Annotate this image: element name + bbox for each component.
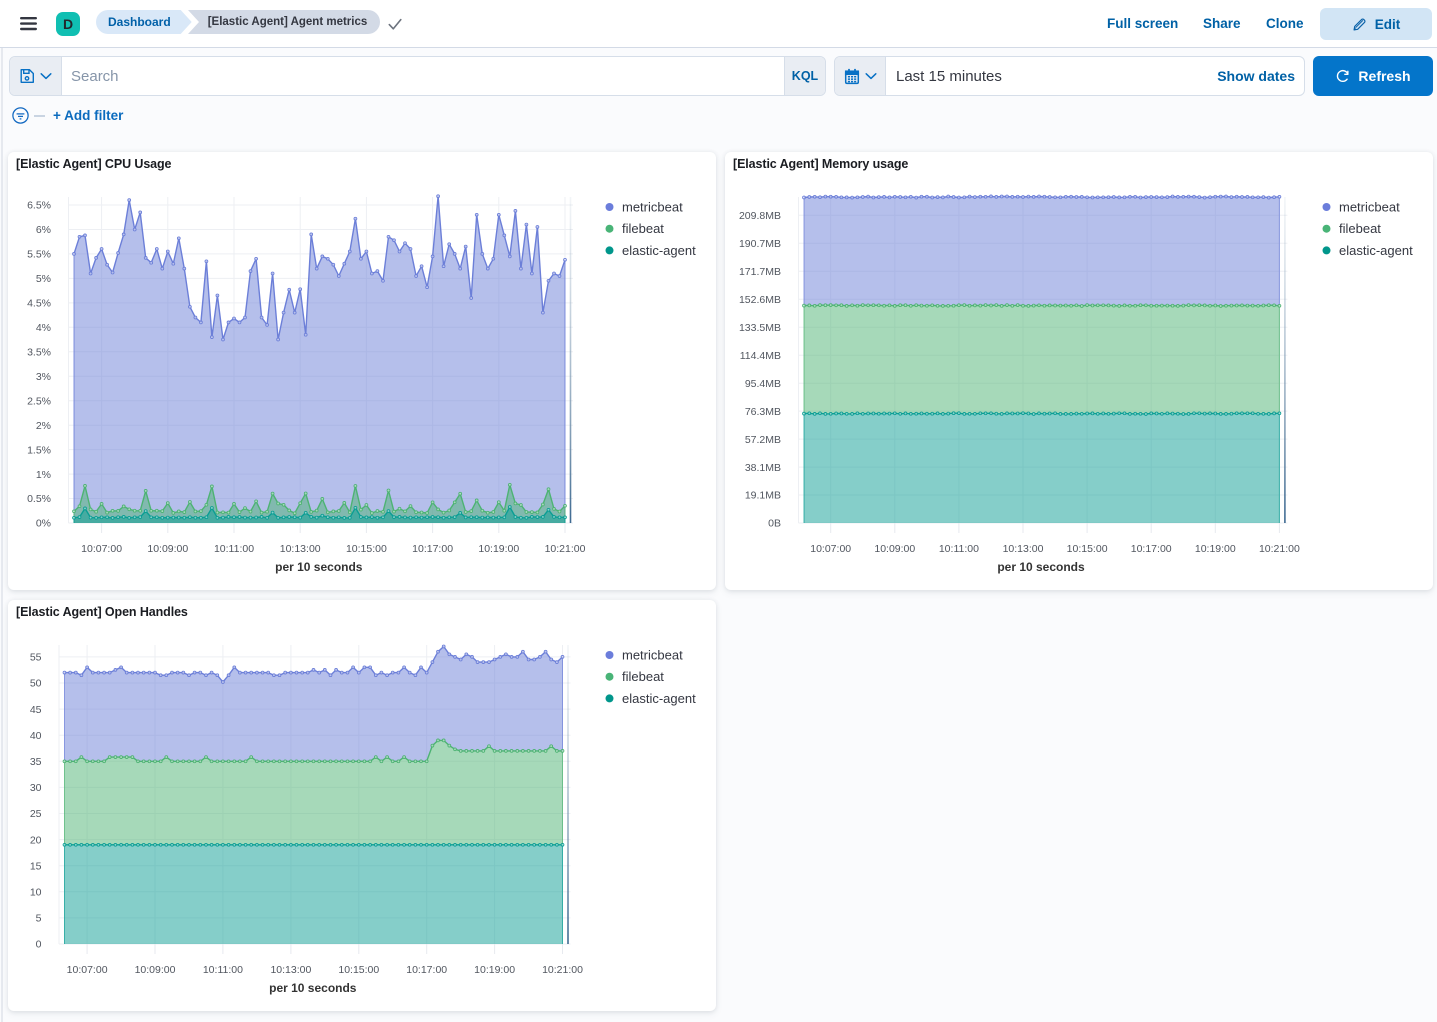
svg-text:10:13:00: 10:13:00 (270, 964, 311, 976)
svg-text:metricbeat: metricbeat (622, 200, 683, 215)
svg-text:10:07:00: 10:07:00 (810, 543, 851, 555)
svg-text:25: 25 (30, 808, 42, 820)
svg-text:10:11:00: 10:11:00 (203, 964, 243, 976)
svg-text:10:13:00: 10:13:00 (280, 543, 321, 555)
svg-text:10:17:00: 10:17:00 (412, 543, 453, 555)
svg-text:35: 35 (30, 756, 42, 768)
svg-text:10:15:00: 10:15:00 (1067, 543, 1108, 555)
svg-text:0: 0 (36, 939, 42, 951)
svg-text:4.5%: 4.5% (27, 298, 51, 310)
svg-text:10:19:00: 10:19:00 (474, 964, 515, 976)
svg-text:10:09:00: 10:09:00 (135, 964, 176, 976)
svg-text:per 10 seconds: per 10 seconds (997, 560, 1085, 574)
svg-text:55: 55 (30, 652, 42, 664)
svg-text:50: 50 (30, 678, 42, 690)
svg-text:10:19:00: 10:19:00 (1195, 543, 1236, 555)
svg-text:10:21:00: 10:21:00 (542, 964, 583, 976)
svg-text:10:13:00: 10:13:00 (1003, 543, 1044, 555)
svg-text:19.1MB: 19.1MB (745, 490, 781, 502)
svg-text:6%: 6% (36, 224, 51, 236)
svg-text:elastic-agent: elastic-agent (622, 243, 696, 258)
svg-text:133.5MB: 133.5MB (739, 322, 781, 334)
svg-text:filebeat: filebeat (1339, 221, 1381, 236)
svg-text:5.5%: 5.5% (27, 249, 51, 261)
svg-text:114.4MB: 114.4MB (740, 350, 781, 362)
svg-text:76.3MB: 76.3MB (745, 406, 781, 418)
svg-text:10:09:00: 10:09:00 (874, 543, 915, 555)
svg-text:3%: 3% (36, 371, 51, 383)
svg-text:5: 5 (36, 913, 42, 925)
svg-text:metricbeat: metricbeat (622, 648, 683, 663)
svg-text:10:09:00: 10:09:00 (147, 543, 188, 555)
svg-text:209.8MB: 209.8MB (739, 210, 781, 222)
svg-text:2%: 2% (36, 420, 51, 432)
svg-text:filebeat: filebeat (622, 669, 664, 684)
svg-text:95.4MB: 95.4MB (745, 378, 781, 390)
svg-text:10:17:00: 10:17:00 (406, 964, 447, 976)
svg-text:1.5%: 1.5% (27, 444, 51, 456)
svg-text:190.7MB: 190.7MB (739, 238, 781, 250)
svg-text:5%: 5% (36, 273, 51, 285)
svg-text:10:11:00: 10:11:00 (214, 543, 254, 555)
svg-text:elastic-agent: elastic-agent (1339, 243, 1413, 258)
svg-text:10:19:00: 10:19:00 (478, 543, 519, 555)
svg-text:elastic-agent: elastic-agent (622, 691, 696, 706)
svg-text:6.5%: 6.5% (27, 200, 51, 212)
svg-text:152.6MB: 152.6MB (739, 294, 781, 306)
svg-text:0B: 0B (768, 518, 781, 530)
svg-text:171.7MB: 171.7MB (739, 266, 781, 278)
svg-text:metricbeat: metricbeat (1339, 200, 1400, 215)
svg-text:per 10 seconds: per 10 seconds (269, 981, 357, 995)
svg-text:10:17:00: 10:17:00 (1131, 543, 1172, 555)
svg-text:57.2MB: 57.2MB (745, 434, 781, 446)
svg-text:10:07:00: 10:07:00 (81, 543, 122, 555)
svg-text:per 10 seconds: per 10 seconds (275, 560, 363, 574)
svg-text:10:21:00: 10:21:00 (545, 543, 586, 555)
svg-text:10:15:00: 10:15:00 (338, 964, 379, 976)
svg-text:30: 30 (30, 782, 42, 794)
svg-text:2.5%: 2.5% (27, 395, 51, 407)
svg-text:3.5%: 3.5% (27, 347, 51, 359)
svg-text:0.5%: 0.5% (27, 493, 51, 505)
svg-text:10: 10 (30, 887, 42, 899)
svg-text:38.1MB: 38.1MB (745, 462, 781, 474)
svg-text:45: 45 (30, 704, 42, 716)
svg-text:10:11:00: 10:11:00 (939, 543, 979, 555)
svg-text:0%: 0% (36, 518, 51, 530)
svg-text:4%: 4% (36, 322, 51, 334)
svg-text:filebeat: filebeat (622, 221, 664, 236)
svg-text:15: 15 (30, 860, 42, 872)
svg-text:20: 20 (30, 834, 42, 846)
svg-text:10:07:00: 10:07:00 (67, 964, 108, 976)
svg-text:40: 40 (30, 730, 42, 742)
svg-text:10:15:00: 10:15:00 (346, 543, 387, 555)
svg-text:10:21:00: 10:21:00 (1259, 543, 1300, 555)
svg-text:1%: 1% (36, 469, 51, 481)
